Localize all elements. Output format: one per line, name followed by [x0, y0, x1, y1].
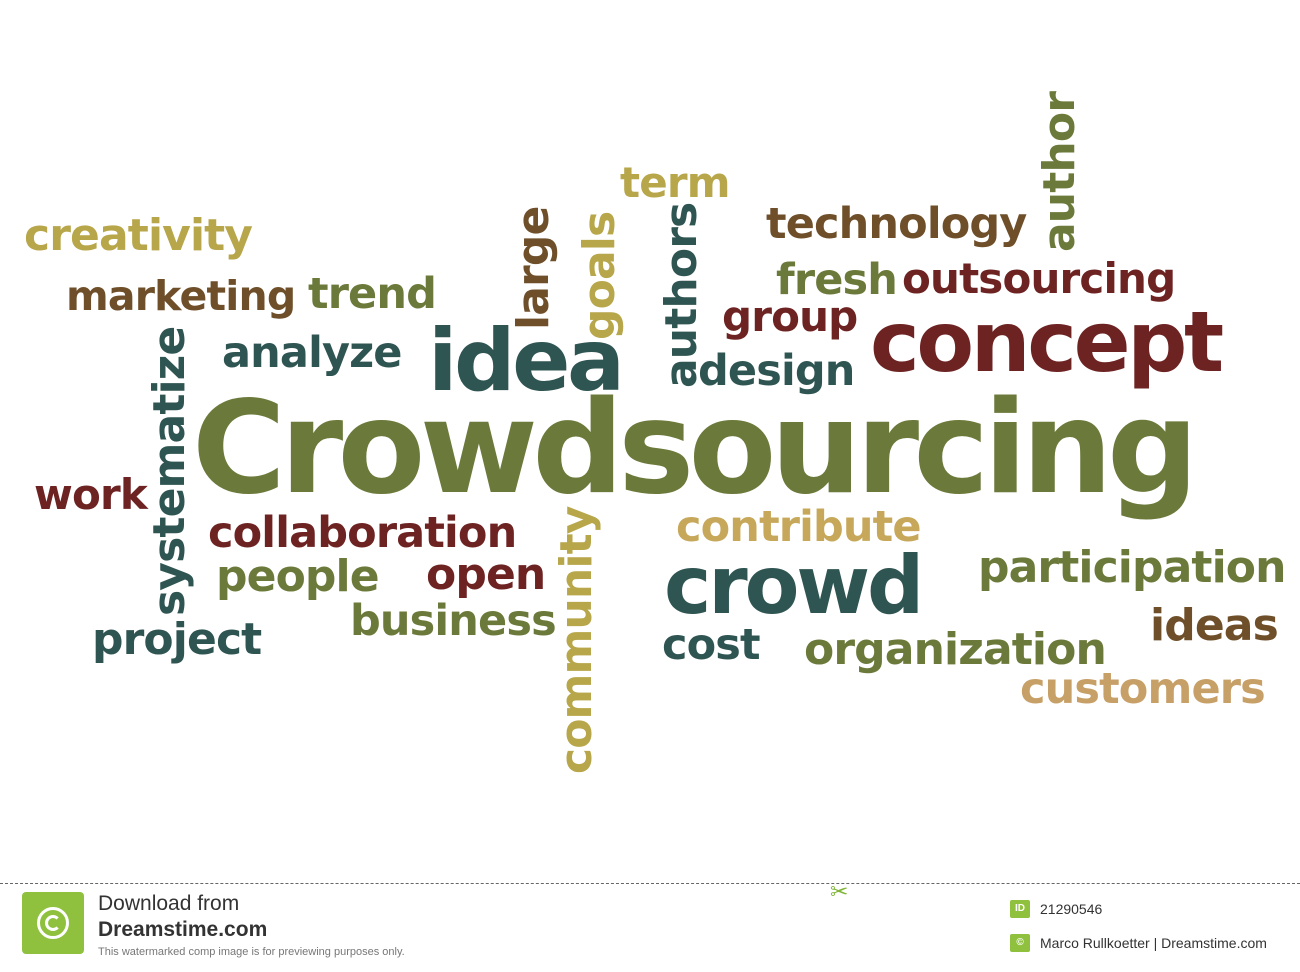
word-technology: technology [766, 199, 1027, 249]
copyright-badge: © [1010, 934, 1030, 952]
download-line-1: Download from [98, 892, 240, 915]
word-concept: concept [870, 293, 1224, 391]
image-id: 21290546 [1040, 901, 1103, 917]
word-creativity: creativity [24, 210, 253, 261]
dreamstime-logo [22, 892, 84, 954]
word-participation: participation [978, 542, 1286, 593]
logo-ring-outer [37, 907, 69, 939]
scissors-icon: ✂ [830, 880, 849, 905]
credit-text: Marco Rullkoetter | Dreamstime.com [1040, 935, 1267, 951]
logo-ring-inner [45, 915, 61, 931]
cut-line [0, 883, 1300, 884]
word-author: author [1034, 91, 1085, 252]
watermark-footer: ✂ Download from Dreamstime.com This wate… [0, 880, 1300, 972]
word-people: people [216, 551, 380, 602]
word-outsourcing: outsourcing [902, 254, 1176, 303]
word-idea: idea [428, 311, 625, 411]
word-open: open [426, 549, 546, 600]
word-ideas: ideas [1150, 600, 1279, 651]
id-badge: ID [1010, 900, 1030, 918]
word-customers: customers [1020, 664, 1266, 714]
word-community: community [551, 506, 602, 774]
word-business: business [350, 596, 557, 646]
disclaimer-text: This watermarked comp image is for previ… [98, 946, 405, 958]
word-fresh: fresh [776, 255, 898, 305]
word-work: work [34, 470, 148, 519]
word-large: large [508, 206, 559, 330]
word-contribute: contribute [676, 502, 922, 552]
word-trend: trend [308, 269, 437, 319]
word-project: project [92, 614, 262, 665]
word-cloud: Crowdsourcing concept idea crowd outsour… [24, 91, 1286, 774]
word-collaboration: collaboration [208, 508, 517, 558]
word-authors: authors [656, 202, 707, 388]
word-organization: organization [804, 624, 1107, 675]
word-term: term [620, 158, 731, 207]
download-line-2[interactable]: Dreamstime.com [98, 918, 268, 941]
word-goals: goals [574, 211, 625, 340]
word-group: group [722, 292, 858, 341]
word-crowdsourcing: Crowdsourcing [192, 374, 1199, 523]
word-crowd: crowd [664, 539, 924, 632]
word-cost: cost [662, 620, 761, 670]
word-design: design [698, 346, 855, 396]
word-systematize: systematize [144, 326, 195, 616]
word-marketing: marketing [66, 272, 296, 320]
word-analyze: analyze [222, 328, 402, 378]
